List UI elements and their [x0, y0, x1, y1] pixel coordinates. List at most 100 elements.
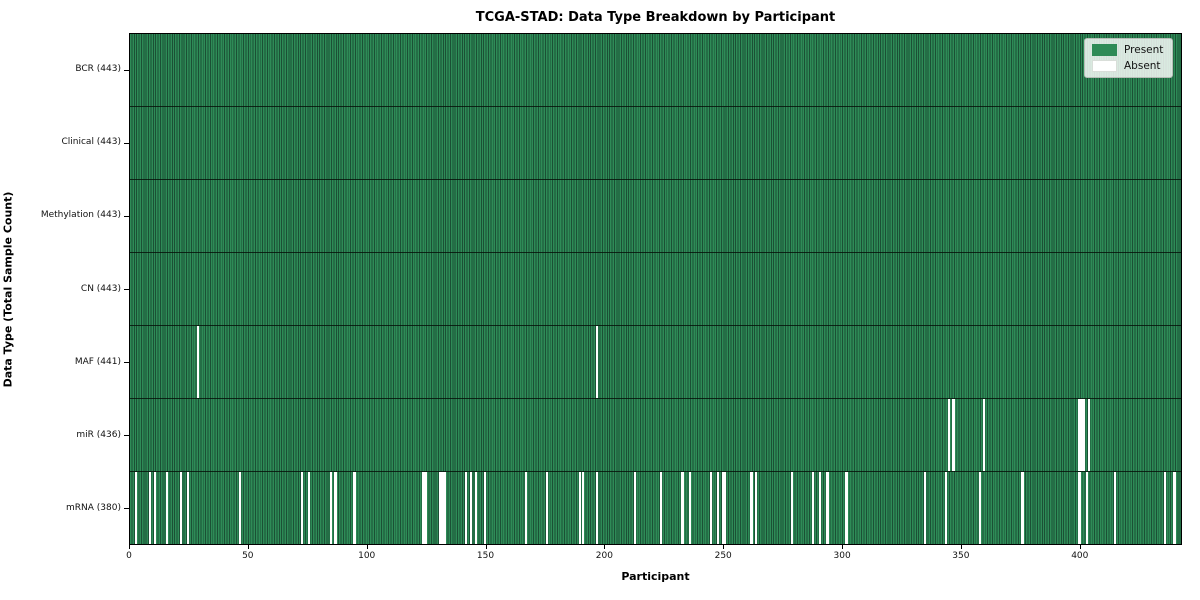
absent-gap — [353, 472, 356, 544]
y-tick-label-maf: MAF (441) — [74, 356, 121, 367]
y-tick-mark — [124, 435, 129, 437]
y-tick-label-mir: miR (436) — [76, 429, 121, 440]
absent-gap — [441, 472, 444, 544]
absent-gap — [983, 399, 986, 471]
absent-gap — [474, 472, 477, 544]
absent-gap — [443, 472, 446, 544]
x-tick-label: 0 — [126, 551, 132, 561]
absent-gap — [1087, 399, 1091, 471]
absent-gap — [1085, 472, 1088, 544]
absent-gap — [1078, 472, 1081, 544]
y-tick-mark — [124, 508, 129, 510]
legend-swatch-present — [1092, 44, 1117, 56]
absent-gap — [1078, 399, 1081, 471]
absent-gap — [923, 472, 927, 544]
legend-entry-present: Present — [1092, 44, 1163, 56]
x-tick-mark — [129, 545, 130, 549]
x-axis-label: Participant — [621, 570, 690, 583]
absent-gap — [439, 472, 442, 544]
absent-gap — [681, 472, 684, 544]
absent-gap — [978, 472, 981, 544]
absent-gap — [717, 472, 720, 544]
absent-gap — [581, 472, 584, 544]
absent-gap — [1021, 472, 1024, 544]
absent-gap — [790, 472, 793, 544]
y-tick-mark — [124, 289, 129, 290]
absent-gap — [1114, 472, 1117, 544]
heatmap-row-maf — [130, 325, 1181, 398]
absent-gap — [1173, 472, 1176, 544]
absent-gap — [595, 472, 599, 544]
y-tick-label-cn: CN (443) — [80, 283, 121, 294]
x-tick-label: 200 — [595, 551, 613, 561]
y-tick-label-mrna: mRNA (380) — [66, 502, 121, 513]
absent-gap — [1083, 399, 1086, 471]
absent-gap — [179, 472, 183, 544]
x-tick-label: 250 — [714, 551, 732, 561]
absent-gap — [187, 472, 190, 544]
absent-gap — [633, 472, 637, 544]
legend-entry-absent: Absent — [1092, 60, 1163, 72]
absent-gap — [750, 472, 753, 544]
absent-gap — [721, 472, 724, 544]
chart-title: TCGA-STAD: Data Type Breakdown by Partic… — [475, 10, 836, 25]
x-tick-mark — [723, 545, 725, 549]
x-tick-label: 50 — [242, 551, 254, 561]
absent-gap — [465, 472, 468, 544]
absent-gap — [301, 472, 304, 544]
x-tick-mark — [604, 545, 606, 549]
absent-gap — [422, 472, 425, 544]
heatmap-row-mrna — [130, 471, 1181, 544]
absent-gap — [1163, 472, 1167, 544]
absent-gap — [1080, 399, 1083, 471]
absent-gap — [484, 472, 487, 544]
absent-gap — [688, 472, 691, 544]
heatmap-row-bcr — [130, 34, 1181, 106]
absent-gap — [524, 472, 527, 544]
x-tick-mark — [1079, 545, 1081, 549]
y-tick-label-methylation: Methylation (443) — [40, 210, 121, 221]
absent-gap — [165, 472, 168, 544]
absent-gap — [469, 472, 473, 544]
x-tick-label: 400 — [1071, 551, 1089, 561]
absent-gap — [724, 472, 727, 544]
heatmap-row-clinical — [130, 106, 1181, 179]
heatmap-plot-area — [129, 33, 1182, 545]
absent-gap — [545, 472, 549, 544]
y-tick-mark — [124, 142, 129, 144]
absent-gap — [755, 472, 758, 544]
absent-gap — [845, 472, 848, 544]
absent-gap — [947, 399, 950, 471]
absent-gap — [709, 472, 713, 544]
absent-gap — [308, 472, 311, 544]
absent-gap — [952, 399, 955, 471]
absent-gap — [826, 472, 829, 544]
absent-gap — [945, 472, 948, 544]
x-tick-mark — [485, 545, 487, 549]
heatmap-row-methylation — [130, 179, 1181, 252]
absent-gap — [595, 326, 599, 398]
absent-gap — [239, 472, 242, 544]
legend-label-present: Present — [1124, 44, 1164, 56]
y-tick-mark — [124, 362, 129, 364]
absent-gap — [196, 326, 199, 398]
x-tick-mark — [247, 545, 249, 549]
legend-label-absent: Absent — [1124, 60, 1161, 72]
y-tick-mark — [124, 69, 129, 71]
absent-gap — [334, 472, 337, 544]
x-tick-mark — [960, 545, 962, 549]
y-tick-label-clinical: Clinical (443) — [61, 137, 121, 148]
absent-gap — [579, 472, 582, 544]
heatmap-row-mir — [130, 398, 1181, 471]
absent-gap — [329, 472, 332, 544]
x-tick-mark — [842, 545, 844, 549]
absent-gap — [660, 472, 663, 544]
x-tick-label: 350 — [952, 551, 970, 561]
x-tick-label: 150 — [476, 551, 495, 561]
legend: Present Absent — [1084, 38, 1174, 78]
x-tick-label: 100 — [358, 551, 376, 561]
absent-gap — [424, 472, 427, 544]
heatmap-row-cn — [130, 252, 1181, 325]
y-tick-label-bcr: BCR (443) — [75, 64, 121, 75]
absent-gap — [819, 472, 822, 544]
